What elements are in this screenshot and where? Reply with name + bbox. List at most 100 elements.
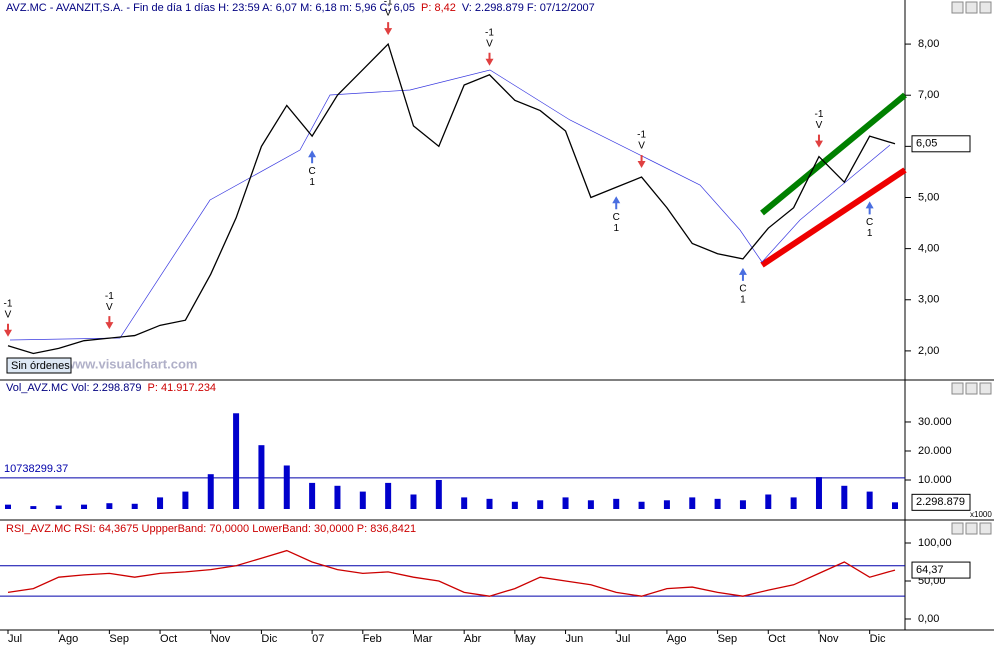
x-tick-label: Ago (59, 633, 79, 645)
x-tick-label: 07 (312, 633, 324, 645)
volume-bar (486, 498, 493, 509)
last-value-box (911, 561, 971, 579)
orders-button[interactable] (6, 357, 72, 374)
last-value-box (911, 135, 971, 153)
volume-bar (663, 500, 670, 509)
x-tick-label: Dic (261, 633, 277, 645)
y-tick-label: 100,00 (918, 537, 952, 549)
volume-bar (207, 474, 214, 509)
y-tick-label: 30.000 (918, 416, 952, 428)
volume-bar (815, 477, 822, 509)
volume-bar (866, 491, 873, 509)
x-tick-label: Nov (211, 633, 231, 645)
y-tick-label: 0,00 (918, 613, 939, 625)
volume-bar (5, 504, 11, 509)
signal-label: 1 (740, 294, 746, 305)
volume-bar (182, 491, 189, 509)
volume-bar (739, 500, 746, 509)
volume-bar (81, 504, 88, 509)
volume-bar (359, 491, 366, 509)
x-tick-label: Sep (718, 633, 738, 645)
signal-arrow (738, 267, 747, 281)
x-tick-label: Feb (363, 633, 382, 645)
orders-button-label[interactable]: Sin órdenes (11, 360, 70, 372)
signal-arrow (485, 52, 494, 66)
signal-arrow (865, 201, 874, 215)
signal-label: V (106, 302, 113, 313)
minimize-button[interactable] (951, 382, 964, 395)
signal-label: C (739, 283, 746, 294)
x-tick-label: Jul (8, 633, 22, 645)
volume-bar (131, 503, 138, 509)
volume-bar (30, 506, 37, 509)
x-tick-label: Oct (768, 633, 785, 645)
volume-bar (258, 445, 265, 509)
signal-arrow (308, 150, 317, 164)
y-tick-label: 20.000 (918, 445, 952, 457)
volume-bar (841, 485, 848, 509)
close-button[interactable] (979, 1, 992, 14)
watermark: www.visualchart.com (64, 356, 197, 371)
signal-label: 1 (867, 228, 873, 239)
header-part: AVZ.MC - AVANZIT,S.A. - Fin de día 1 día… (6, 2, 415, 14)
signal-arrow (4, 323, 12, 337)
volume-bar (638, 501, 645, 509)
y-tick-label: 3,00 (918, 294, 939, 306)
x-tick-label: Jul (616, 633, 630, 645)
x-tick-label: May (515, 633, 536, 645)
y-tick-label: 4,00 (918, 243, 939, 255)
trend-line (760, 167, 907, 268)
x-tick-label: Ago (667, 633, 687, 645)
window-buttons[interactable] (951, 1, 992, 535)
signal-arrow (105, 316, 114, 330)
maximize-button[interactable] (965, 522, 978, 535)
series-line (7, 549, 896, 597)
last-value-label: 6,05 (916, 138, 937, 150)
header-part: P: 8,42 (421, 2, 456, 14)
volume-bar (765, 494, 772, 509)
volume-bar (461, 497, 468, 509)
volume-bar (562, 497, 569, 509)
signal-label: V (5, 309, 12, 320)
signal-label: V (638, 141, 645, 152)
signal-label: -1 (384, 0, 393, 8)
last-value-label: 2.298.879 (916, 496, 965, 508)
signal-label: V (486, 38, 493, 49)
signal-label: V (816, 120, 823, 131)
y-tick-label: 7,00 (918, 89, 939, 101)
volume-bar (410, 494, 417, 509)
volume-bar (511, 501, 518, 509)
last-value-label: 64,37 (916, 564, 944, 576)
x-tick-label: Jun (566, 633, 584, 645)
signal-label: 1 (613, 223, 619, 234)
volume-bar (587, 500, 594, 509)
minimize-button[interactable] (951, 1, 964, 14)
volume-bar (714, 498, 721, 509)
header-part: Vol_AVZ.MC Vol: 2.298.879 (6, 382, 142, 394)
volume-bar (106, 503, 113, 509)
volume-bar (55, 505, 62, 509)
close-button[interactable] (979, 522, 992, 535)
panel-header: Vol_AVZ.MC Vol: 2.298.879 P: 41.917.234 (6, 382, 216, 394)
panel-header: AVZ.MC - AVANZIT,S.A. - Fin de día 1 día… (6, 2, 595, 14)
signal-label: -1 (485, 27, 494, 38)
header-part: V: 2.298.879 F: 07/12/2007 (462, 2, 595, 14)
signal-label: C (613, 212, 620, 223)
x-tick-label: Dic (870, 633, 886, 645)
volume-bar (157, 497, 164, 509)
signal-label: -1 (105, 291, 114, 302)
maximize-button[interactable] (965, 382, 978, 395)
signal-label: 1 (309, 177, 315, 188)
maximize-button[interactable] (965, 1, 978, 14)
volume-bar (790, 497, 797, 509)
header-part: P: 41.917.234 (148, 382, 217, 394)
close-button[interactable] (979, 382, 992, 395)
signal-arrow (384, 22, 393, 36)
signal-label: V (385, 8, 392, 19)
x-tick-label: Oct (160, 633, 177, 645)
minimize-button[interactable] (951, 522, 964, 535)
volume-bar (613, 498, 620, 509)
volume-bar (892, 502, 898, 509)
